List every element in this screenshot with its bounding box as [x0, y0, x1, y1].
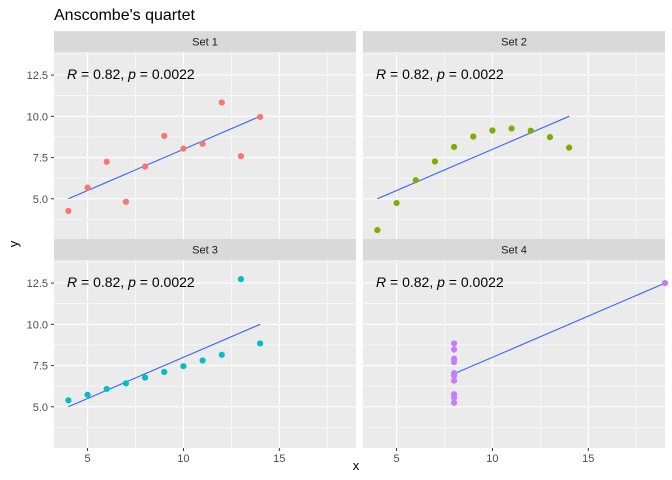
regression-line — [377, 115, 570, 200]
correlation-annotation: R = 0.82, p = 0.0022 — [67, 66, 195, 82]
data-point — [141, 374, 149, 381]
y-tick-label: 7.5 — [33, 153, 48, 165]
facet-panels: Set 15.07.510.012.5 R = 0.82, p = 0.0022S… — [27, 31, 669, 465]
data-point — [237, 153, 245, 160]
data-point — [161, 368, 168, 376]
data-point — [450, 355, 458, 362]
y-tick-label: 5.0 — [33, 194, 48, 206]
x-tick-label: 10 — [177, 453, 189, 465]
data-point — [218, 99, 225, 106]
y-tick-label: 10.0 — [27, 319, 48, 331]
x-tick-label: 10 — [486, 453, 498, 465]
x-tick-label: 15 — [273, 453, 285, 465]
data-point — [431, 158, 439, 165]
regression-line — [453, 282, 666, 375]
data-point — [450, 377, 458, 384]
data-point — [161, 132, 168, 140]
data-point — [527, 127, 534, 134]
facet-panel-4: Set 4 5 10 15 R = 0.82, p = 0.0022 — [363, 239, 669, 465]
data-point — [450, 394, 458, 401]
regression-line — [68, 323, 261, 408]
facet-strip — [54, 239, 356, 260]
x-tick-label: 5 — [84, 453, 90, 465]
y-tick-label: 5.0 — [33, 402, 48, 414]
facet-strip — [54, 31, 356, 52]
data-point — [103, 158, 110, 165]
data-point — [566, 144, 573, 151]
data-point — [412, 177, 419, 184]
correlation-annotation: R = 0.82, p = 0.0022 — [67, 274, 195, 290]
y-tick-label: 10.0 — [27, 111, 48, 123]
data-point — [450, 143, 458, 151]
facet-strip-label: Set 1 — [192, 37, 218, 49]
y-tick-label: 12.5 — [27, 278, 48, 290]
x-tick-label: 15 — [582, 453, 594, 465]
facet-strip-label: Set 2 — [501, 37, 527, 49]
data-point — [450, 372, 458, 379]
correlation-annotation: R = 0.82, p = 0.0022 — [376, 66, 504, 82]
data-point — [199, 357, 206, 364]
chart-title: Anscombe's quartet — [54, 7, 195, 24]
data-point — [65, 397, 72, 404]
data-point — [393, 199, 400, 207]
data-point — [237, 276, 245, 283]
data-point — [199, 140, 206, 147]
data-point — [122, 198, 130, 205]
facet-strip-label: Set 4 — [501, 245, 527, 257]
panel-background — [54, 52, 356, 240]
data-point — [84, 184, 91, 191]
correlation-annotation: R = 0.82, p = 0.0022 — [376, 274, 504, 290]
data-point — [450, 399, 458, 406]
data-point — [122, 380, 130, 387]
data-point — [103, 385, 110, 393]
data-point — [180, 145, 187, 152]
x-axis-title: x — [353, 458, 360, 473]
facet-panel-1: Set 1 5.0 7.5 10.0 12.5 R = 0.82, p = 0.0022 — [27, 31, 356, 240]
regression-line — [68, 115, 261, 200]
x-tick-label: 5 — [393, 453, 399, 465]
data-point — [450, 346, 458, 353]
data-point — [374, 227, 381, 234]
panel-background — [363, 52, 665, 240]
data-point — [218, 351, 225, 358]
facet-strip-label: Set 3 — [192, 245, 218, 257]
data-point — [450, 340, 458, 347]
facet-strip — [363, 239, 665, 260]
data-point — [661, 279, 669, 287]
data-point — [489, 127, 496, 134]
y-axis-title: y — [6, 240, 21, 247]
y-tick-label: 12.5 — [27, 70, 48, 82]
data-point — [257, 113, 264, 121]
data-point — [65, 207, 72, 215]
data-point — [508, 125, 515, 132]
facet-strip — [363, 31, 665, 52]
data-point — [257, 340, 264, 347]
data-point — [180, 363, 187, 370]
y-tick-label: 7.5 — [33, 361, 48, 373]
facet-panel-2: Set 2 R = 0.82, p = 0.0022 — [363, 31, 665, 240]
facet-panel-3: Set 3 5.0 7.5 10.0 12.5 5 10 15 R = 0.82, p = 0.… — [27, 239, 356, 465]
panel-background — [363, 260, 665, 448]
data-point — [546, 133, 554, 141]
data-point — [84, 391, 91, 398]
panel-background — [54, 260, 356, 448]
data-point — [141, 163, 149, 170]
data-point — [470, 133, 477, 140]
